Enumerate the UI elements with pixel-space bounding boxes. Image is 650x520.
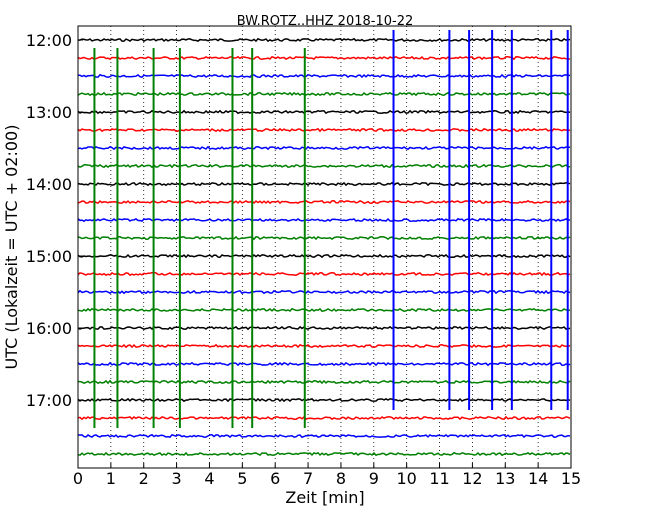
trace-1715 <box>77 415 571 421</box>
x-tick-label: 14 <box>528 469 548 488</box>
x-tick-label: 8 <box>336 469 346 488</box>
trace-1700 <box>77 397 571 403</box>
x-tick-label: 6 <box>270 469 280 488</box>
y-tick-label: 13:00 <box>26 103 72 122</box>
trace-1400 <box>77 181 571 187</box>
x-tick-label: 2 <box>139 469 149 488</box>
y-tick-label: 12:00 <box>26 31 72 50</box>
trace-1430 <box>77 217 571 223</box>
x-tick-label: 11 <box>429 469 449 488</box>
trace-1645 <box>78 379 571 385</box>
chart-title: BW.ROTZ..HHZ 2018-10-22 <box>237 14 413 29</box>
trace-1330 <box>77 145 571 151</box>
trace-1615 <box>77 343 571 349</box>
x-axis-label: Zeit [min] <box>285 488 364 507</box>
trace-1600 <box>77 325 571 331</box>
trace-1745 <box>77 451 571 457</box>
x-tick-label: 1 <box>106 469 116 488</box>
plot-frame <box>77 25 572 469</box>
trace-1500 <box>77 253 571 259</box>
x-tick-label: 3 <box>172 469 182 488</box>
y-tick-label: 16:00 <box>26 319 72 338</box>
events <box>93 30 569 428</box>
y-axis-label: UTC (Lokalzeit = UTC + 02:00) <box>2 125 21 370</box>
x-tick-label: 0 <box>73 469 83 488</box>
grid <box>110 26 539 468</box>
x-tick-label: 7 <box>303 469 313 488</box>
x-tick-label: 15 <box>561 469 581 488</box>
x-tick-label: 13 <box>495 469 515 488</box>
traces <box>77 37 571 457</box>
trace-1630 <box>77 361 571 367</box>
trace-1215 <box>77 55 571 61</box>
y-tick-label: 14:00 <box>26 175 72 194</box>
trace-1730 <box>77 433 571 439</box>
x-tick-label: 12 <box>462 469 482 488</box>
x-tick-label: 5 <box>237 469 247 488</box>
y-tick-label: 17:00 <box>26 391 72 410</box>
trace-1530 <box>77 289 571 295</box>
trace-1415 <box>77 199 571 205</box>
y-tick-label: 15:00 <box>26 247 72 266</box>
x-axis: 0 1 2 3 4 5 6 7 8 9 10 11 12 13 14 15 <box>73 463 581 488</box>
trace-1515 <box>77 271 571 277</box>
trace-1445 <box>77 235 571 241</box>
trace-1245 <box>77 91 571 97</box>
y-axis: 12:00 13:00 14:00 15:00 16:00 17:00 <box>26 31 83 410</box>
x-tick-label: 9 <box>369 469 379 488</box>
trace-1345 <box>77 163 571 169</box>
x-tick-label: 10 <box>396 469 416 488</box>
trace-1315 <box>77 127 571 133</box>
x-tick-label: 4 <box>204 469 214 488</box>
trace-1545 <box>77 307 571 313</box>
trace-1300 <box>77 109 571 115</box>
trace-1230 <box>77 73 571 79</box>
trace-1200 <box>77 37 571 43</box>
